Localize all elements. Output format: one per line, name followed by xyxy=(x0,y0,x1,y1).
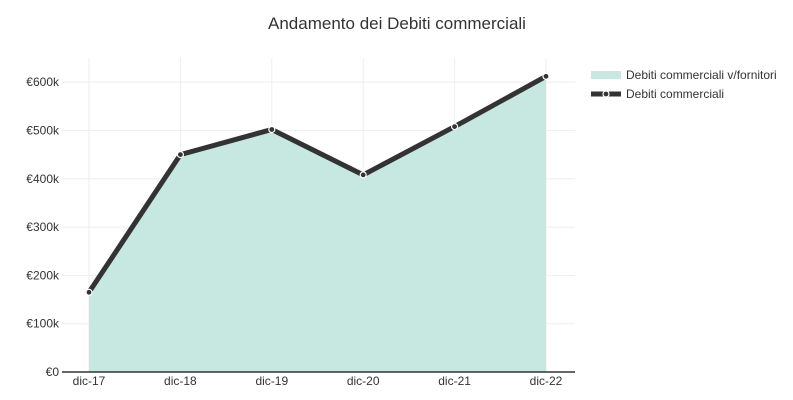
line-point xyxy=(176,151,184,159)
line-layer xyxy=(85,72,550,296)
y-tick-label: €0 xyxy=(46,365,60,379)
x-tick-label: dic-17 xyxy=(73,374,106,388)
area-layer xyxy=(89,76,546,372)
y-tick-label: €100k xyxy=(26,317,60,331)
y-tick-label: €500k xyxy=(26,123,60,137)
y-tick-label: €300k xyxy=(26,220,60,234)
line-point xyxy=(359,171,367,179)
x-tick-label: dic-18 xyxy=(164,374,197,388)
line-point xyxy=(268,125,276,134)
legend: Debiti commerciali v/fornitori Debiti com… xyxy=(591,68,777,101)
line-point xyxy=(451,122,459,131)
line-point xyxy=(542,72,550,80)
y-tick-label: €400k xyxy=(26,172,60,186)
x-tick-label: dic-19 xyxy=(255,374,288,388)
chart-title: Andamento dei Debiti commerciali xyxy=(268,14,526,33)
legend-swatch-area xyxy=(591,71,621,79)
line-series-debiti-commerciali xyxy=(86,74,548,294)
legend-label: Debiti commerciali xyxy=(626,87,724,101)
y-tick-label: €600k xyxy=(26,75,60,89)
legend-label: Debiti commerciali v/fornitori xyxy=(626,68,777,82)
line-point xyxy=(85,288,93,296)
x-tick-label: dic-20 xyxy=(347,374,380,388)
x-tick-label: dic-22 xyxy=(530,374,563,388)
legend-swatch-marker xyxy=(602,90,610,98)
x-tick-label: dic-21 xyxy=(438,374,471,388)
y-tick-label: €200k xyxy=(26,268,60,282)
axis-layer: €0 €100k €200k €300k €400k €500k €600k dic-17 di… xyxy=(26,75,575,388)
area-series-debiti-commerciali-v-fornitori xyxy=(89,76,546,372)
